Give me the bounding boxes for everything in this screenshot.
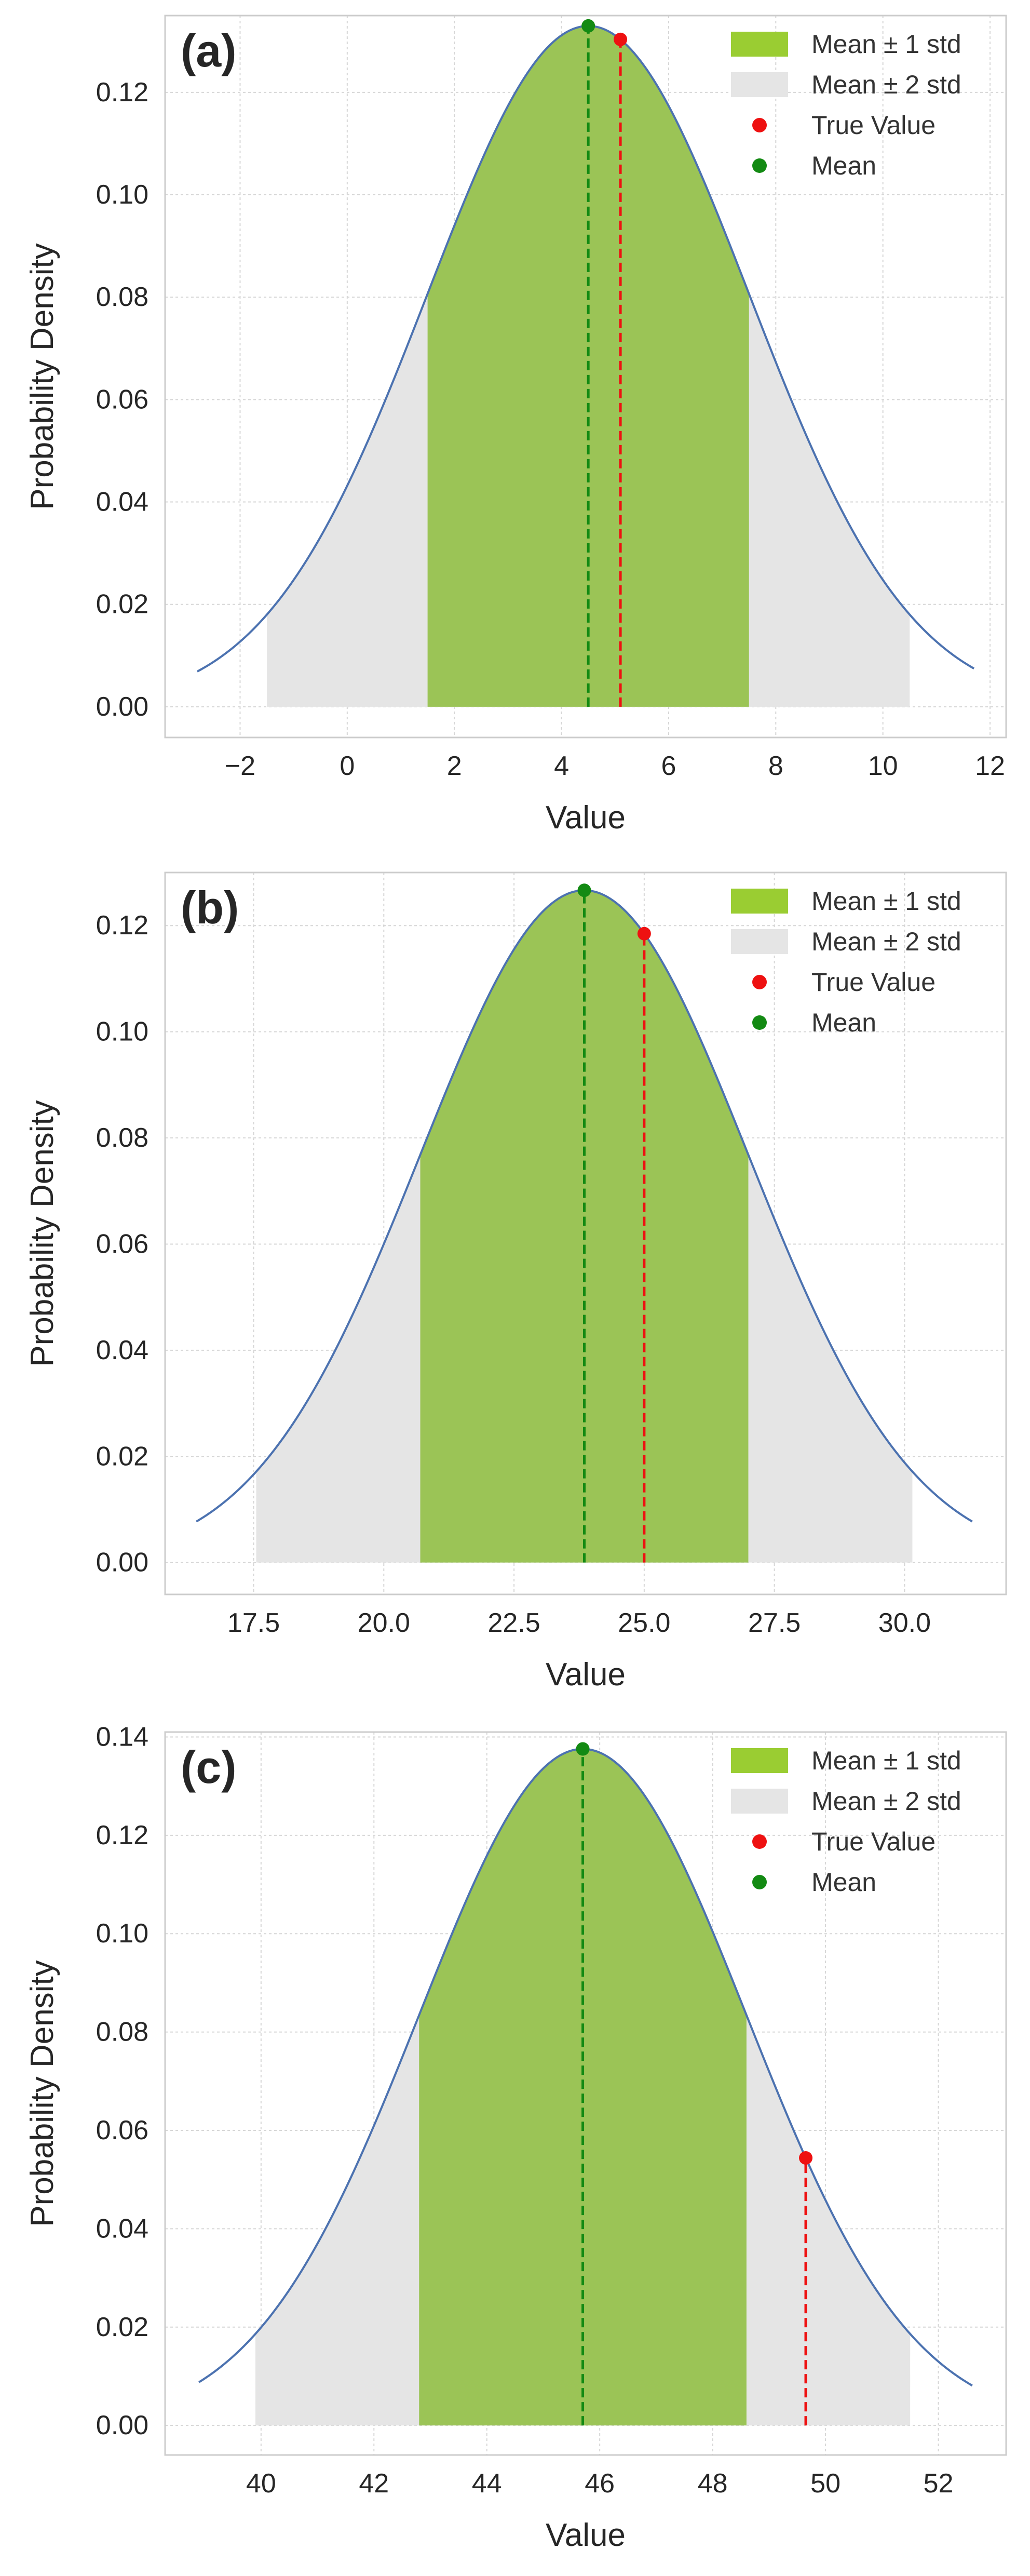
legend-swatch-1std	[731, 889, 788, 914]
y-tick-label: 0.04	[96, 1335, 148, 1365]
legend-marker-mean	[752, 1015, 767, 1030]
x-tick-label: 20.0	[358, 1608, 410, 1638]
legend-marker-true-value	[752, 1834, 767, 1849]
y-tick-label: 0.06	[96, 1229, 148, 1259]
x-axis-label: Value	[546, 2517, 626, 2553]
legend-label: Mean ± 1 std	[811, 887, 961, 916]
y-tick-label: 0.04	[96, 2213, 148, 2244]
y-tick-label: 0.08	[96, 2017, 148, 2047]
legend-swatch-1std	[731, 1748, 788, 1773]
legend-swatch-1std	[731, 32, 788, 57]
mean-point	[581, 19, 595, 33]
true-value-point	[614, 32, 628, 46]
panel-2: 17.5 20.0 22.5 25.0 27.5 30.0 0.00 0.02 0.04 0.06…	[24, 871, 1007, 1693]
y-tick-label: 0.00	[96, 2410, 148, 2440]
panel-3: 40 42 44 46 48 50 52 0.00 0.02 0.04 0.06 0.08 0.10 0.…	[24, 1722, 1007, 2553]
true-value-point	[637, 927, 651, 941]
y-tick-label: 0.12	[96, 910, 148, 941]
x-tick-label: 52	[924, 2468, 954, 2499]
x-tick-label: 42	[359, 2468, 389, 2499]
x-axis-label: Value	[546, 800, 626, 836]
legend-label: True Value	[811, 1827, 936, 1856]
y-axis-label: Probability Density	[24, 243, 60, 509]
panel-label: (a)	[181, 25, 237, 76]
legend-marker-true-value	[752, 118, 767, 132]
x-tick-label: 44	[472, 2468, 502, 2499]
plot-frame	[164, 871, 1007, 1595]
y-tick-label: 0.00	[96, 692, 148, 722]
x-tick-label: 12	[975, 751, 1005, 781]
x-tick-label: 22.5	[487, 1608, 540, 1638]
panel-1: −2 0 2 4 6 8 10 12 0.00 0.02 0.04 0.06 0.08 0.10 0.12 V…	[24, 15, 1007, 836]
x-tick-label: 0	[340, 751, 355, 781]
legend: Mean ± 1 std Mean ± 2 std True Value Mean	[731, 887, 961, 1037]
legend-label: True Value	[811, 968, 936, 997]
x-tick-label: 27.5	[748, 1608, 801, 1638]
plot-frame	[164, 15, 1007, 739]
y-tick-label: 0.02	[96, 1441, 148, 1471]
x-tick-label: 46	[585, 2468, 615, 2499]
x-tick-label: 8	[768, 751, 783, 781]
y-tick-label: 0.10	[96, 1918, 148, 1949]
y-tick-label: 0.02	[96, 2312, 148, 2342]
legend-label: Mean	[811, 151, 876, 180]
x-tick-label: 40	[246, 2468, 276, 2499]
x-axis-label: Value	[546, 1657, 626, 1693]
x-tick-label: 48	[698, 2468, 728, 2499]
y-tick-label: 0.04	[96, 487, 148, 517]
y-tick-label: 0.10	[96, 180, 148, 210]
legend-marker-true-value	[752, 975, 767, 989]
legend-swatch-2std	[731, 72, 788, 97]
x-tick-label: 4	[554, 751, 569, 781]
y-axis-label: Probability Density	[24, 1100, 60, 1366]
x-tick-label: 6	[661, 751, 676, 781]
legend-label: Mean ± 2 std	[811, 70, 961, 99]
band-mean-pm-1std	[420, 890, 749, 1563]
x-tick-label: 2	[447, 751, 462, 781]
y-tick-label: 0.10	[96, 1017, 148, 1047]
true-value-point	[799, 2151, 813, 2165]
y-tick-label: 0.12	[96, 1820, 148, 1850]
mean-point	[576, 1742, 590, 1756]
legend-label: Mean	[811, 1868, 876, 1897]
y-tick-label: 0.08	[96, 282, 148, 312]
legend-swatch-2std	[731, 929, 788, 954]
legend-label: Mean ± 2 std	[811, 927, 961, 956]
mean-point	[577, 883, 591, 897]
legend: Mean ± 1 std Mean ± 2 std True Value Mean	[731, 30, 961, 180]
x-tick-label: 25.0	[618, 1608, 670, 1638]
y-axis-label: Probability Density	[24, 1960, 60, 2226]
x-tick-label: −2	[225, 751, 255, 781]
legend-marker-mean	[752, 158, 767, 173]
y-tick-label: 0.14	[96, 1722, 148, 1752]
legend-marker-mean	[752, 1875, 767, 1889]
y-tick-label: 0.12	[96, 77, 148, 108]
legend-label: True Value	[811, 111, 936, 140]
legend: Mean ± 1 std Mean ± 2 std True Value Mean	[731, 1746, 961, 1897]
legend-label: Mean ± 2 std	[811, 1787, 961, 1816]
y-tick-label: 0.06	[96, 2115, 148, 2145]
legend-label: Mean ± 1 std	[811, 1746, 961, 1775]
x-tick-label: 30.0	[878, 1608, 931, 1638]
panel-label: (b)	[181, 882, 239, 933]
x-tick-label: 50	[810, 2468, 841, 2499]
plot-frame	[164, 1731, 1007, 2456]
y-tick-label: 0.08	[96, 1123, 148, 1153]
x-tick-label: 17.5	[227, 1608, 280, 1638]
y-tick-label: 0.02	[96, 589, 148, 620]
legend-label: Mean	[811, 1008, 876, 1037]
legend-label: Mean ± 1 std	[811, 30, 961, 59]
y-tick-label: 0.00	[96, 1548, 148, 1578]
y-tick-label: 0.06	[96, 384, 148, 414]
panel-label: (c)	[181, 1741, 237, 1793]
x-tick-label: 10	[868, 751, 898, 781]
legend-swatch-2std	[731, 1789, 788, 1814]
